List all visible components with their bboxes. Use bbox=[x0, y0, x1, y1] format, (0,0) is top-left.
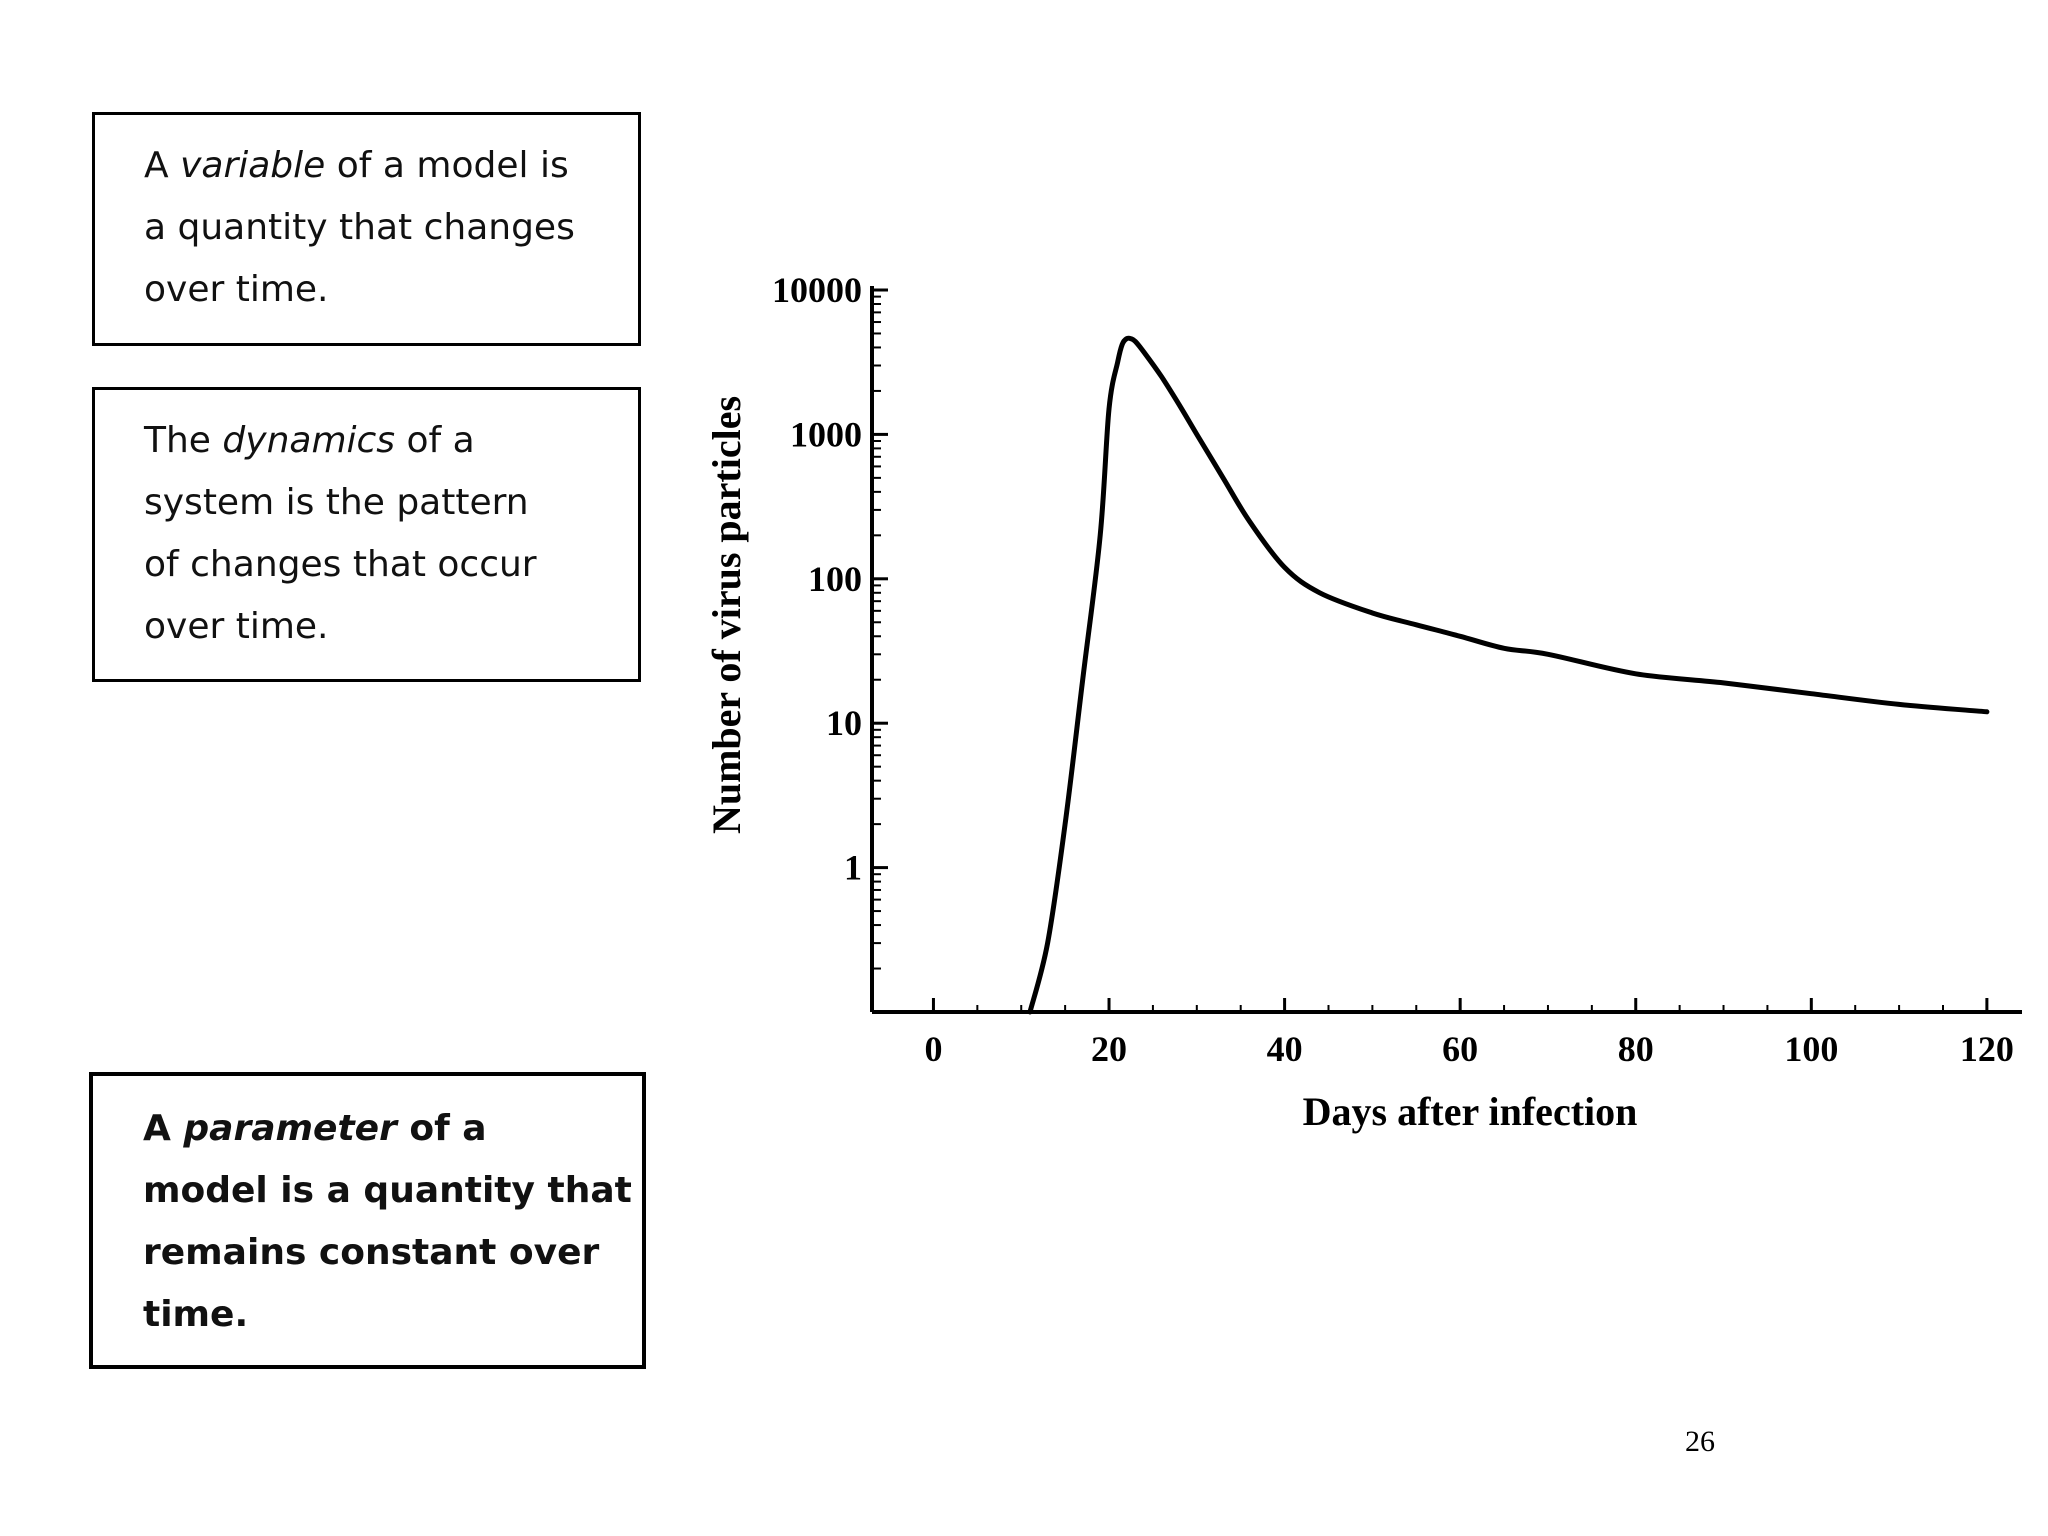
parameter-line-4: time. bbox=[143, 1294, 249, 1335]
dynamics-line-4: over time. bbox=[144, 606, 329, 647]
y-tick-label: 1000 bbox=[790, 414, 862, 454]
variable-line-3: over time. bbox=[144, 269, 329, 310]
y-tick-label: 10 bbox=[826, 703, 862, 743]
definition-box-parameter: A parameter of a model is a quantity that… bbox=[89, 1072, 646, 1369]
definition-box-dynamics: The dynamics of a system is the pattern of… bbox=[92, 387, 641, 682]
parameter-term: parameter bbox=[183, 1108, 397, 1149]
parameter-line-2: model is a quantity that bbox=[143, 1170, 632, 1211]
x-tick-label: 40 bbox=[1267, 1029, 1303, 1069]
y-axis-title: Number of virus particles bbox=[704, 396, 749, 834]
definition-box-variable: A variable of a model is a quantity that … bbox=[92, 112, 641, 346]
x-tick-label: 120 bbox=[1960, 1029, 2014, 1069]
x-tick-label: 100 bbox=[1784, 1029, 1838, 1069]
x-tick-label: 80 bbox=[1618, 1029, 1654, 1069]
variable-term: variable bbox=[180, 145, 326, 186]
dynamics-line-1: The dynamics of a bbox=[144, 420, 475, 461]
variable-line-1: A variable of a model is bbox=[144, 145, 569, 186]
dynamics-term: dynamics bbox=[222, 420, 396, 461]
x-tick-label: 60 bbox=[1442, 1029, 1478, 1069]
variable-line-2: a quantity that changes bbox=[144, 207, 575, 248]
y-tick-label: 100 bbox=[808, 559, 862, 599]
parameter-line-3: remains constant over bbox=[143, 1232, 600, 1273]
dynamics-line-2: system is the pattern bbox=[144, 482, 529, 523]
dynamics-line-3: of changes that occur bbox=[144, 544, 537, 585]
x-tick-label: 0 bbox=[924, 1029, 942, 1069]
page-number: 26 bbox=[1685, 1425, 1715, 1458]
parameter-line-1: A parameter of a bbox=[143, 1108, 487, 1149]
y-tick-label: 10000 bbox=[772, 270, 862, 310]
series-line-1 bbox=[1027, 335, 1990, 1015]
x-tick-label: 20 bbox=[1091, 1029, 1127, 1069]
y-tick-label: 1 bbox=[844, 848, 862, 888]
x-axis-title: Days after infection bbox=[1303, 1089, 1638, 1134]
